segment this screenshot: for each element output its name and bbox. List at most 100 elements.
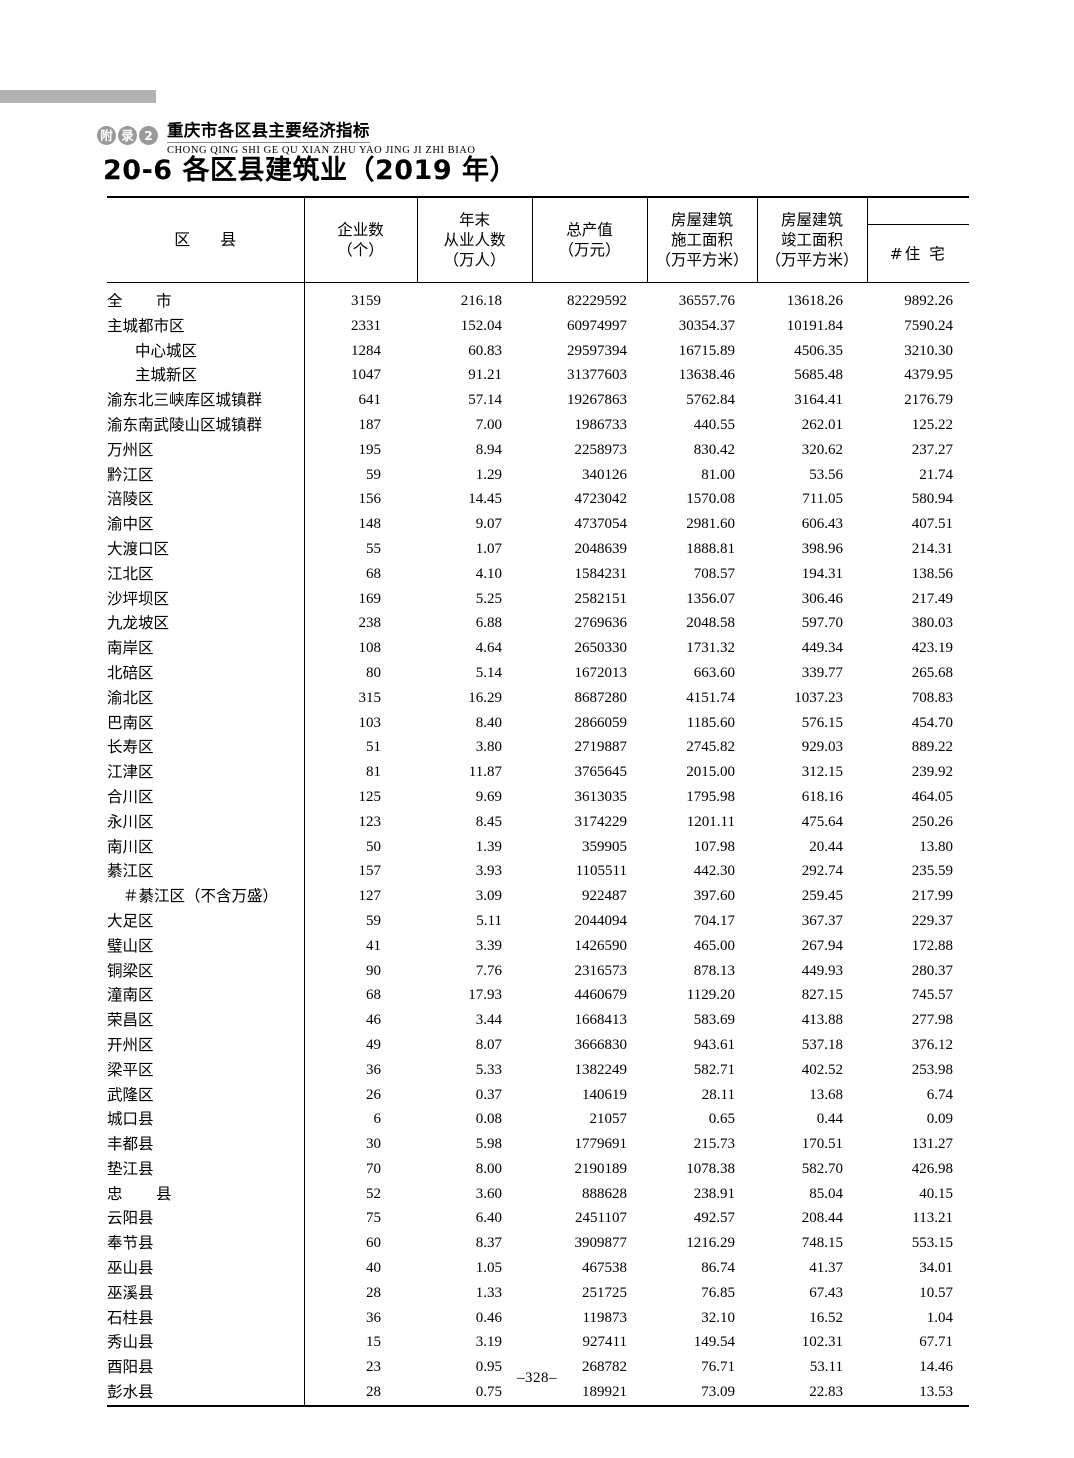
cell-employees: 4.10 [475,565,502,582]
page-number: –328– [517,1370,557,1386]
cell-output: 1382249 [574,1061,628,1078]
cell-construction-area: 2048.58 [686,615,735,632]
cell-residential: 235.59 [911,863,953,880]
cell-residential: 454.70 [911,714,953,731]
cell-completed-area: 320.62 [801,441,843,458]
table-row: 綦江区 157 3.93 1105511 442.30 292.74 235.59 [107,859,969,885]
cell-residential: 214.31 [911,540,953,557]
col-header-construction-line3: （万平方米） [655,251,749,269]
table-row: 璧山区 41 3.39 1426590 465.00 267.94 172.88 [107,933,969,959]
cell-completed-area: 402.52 [801,1061,843,1078]
cell-enterprises: 75 [366,1210,381,1227]
table-row: 沙坪坝区 169 5.25 2582151 1356.07 306.46 217.49 [107,586,969,612]
col-header-enterprises: 企业数 （个） [304,197,418,283]
table-row: 涪陵区 156 14.45 4723042 1570.08 711.05 580.94 [107,487,969,513]
header-grey-bar [0,90,156,103]
cell-employees: 8.40 [475,714,502,731]
cell-construction-area: 1731.32 [686,640,735,657]
table-row: 巴南区 103 8.40 2866059 1185.60 576.15 454.70 [107,710,969,736]
cell-district-name: 黔江区 [107,462,305,488]
table-row: 荣昌区 46 3.44 1668413 583.69 413.88 277.98 [107,1008,969,1033]
cell-construction-area: 1216.29 [686,1235,735,1252]
table-spacer-row [107,282,969,289]
cell-construction-area: 830.42 [693,441,735,458]
badge-char-1: 附 [97,126,116,145]
cell-residential: 13.80 [919,838,953,855]
table-row: 黔江区 59 1.29 340126 81.00 53.56 21.74 [107,462,969,488]
cell-construction-area: 215.73 [693,1136,735,1153]
cell-employees: 0.95 [475,1359,502,1376]
cell-construction-area: 1888.81 [686,540,735,557]
col-header-output-line2: （万元） [558,241,621,259]
cell-construction-area: 1201.11 [686,813,735,830]
cell-district-name: 江北区 [107,561,305,587]
cell-residential: 40.15 [919,1185,953,1202]
cell-completed-area: 5685.48 [794,367,843,384]
cell-enterprises: 238 [358,615,382,632]
cell-enterprises: 123 [358,813,382,830]
col-header-completed-line1: 房屋建筑 [780,211,843,229]
cell-construction-area: 1356.07 [686,590,735,607]
table-row: 云阳县 75 6.40 2451107 492.57 208.44 113.21 [107,1206,969,1232]
table-row: 南岸区 108 4.64 2650330 1731.32 449.34 423.19 [107,636,969,661]
cell-completed-area: 449.93 [801,962,843,979]
cell-completed-area: 85.04 [809,1185,843,1202]
cell-residential: 21.74 [919,466,953,483]
cell-output: 1584231 [574,565,628,582]
cell-output: 29597394 [567,342,627,359]
table-row: 石柱县 36 0.46 119873 32.10 16.52 1.04 [107,1305,969,1331]
cell-enterprises: 46 [366,1012,381,1029]
cell-residential: 253.98 [911,1061,953,1078]
cell-employees: 16.29 [468,689,502,706]
cell-employees: 60.83 [468,342,502,359]
cell-district-name: 大渡口区 [107,536,305,562]
badge-char-2: 录 [118,126,137,145]
cell-employees: 216.18 [460,293,502,309]
col-header-district: 区 县 [107,197,305,283]
cell-construction-area: 397.60 [693,888,735,905]
cell-district-name: 南岸区 [107,636,305,661]
table-row: 城口县 6 0.08 21057 0.65 0.44 0.09 [107,1107,969,1133]
cell-enterprises: 1284 [351,342,381,359]
appendix-badge: 附 录 2 [97,126,158,145]
cell-employees: 1.29 [475,466,502,483]
cell-district-name: 酉阳县 [107,1355,305,1381]
cell-construction-area: 442.30 [693,863,735,880]
cell-residential: 34.01 [919,1260,953,1277]
cell-enterprises: 81 [366,764,381,781]
cell-residential: 277.98 [911,1012,953,1029]
cell-enterprises: 125 [358,788,382,805]
cell-district-name: 巫山县 [107,1256,305,1281]
cell-employees: 1.39 [475,838,502,855]
cell-construction-area: 30354.37 [678,317,735,334]
cell-output: 3613035 [574,788,628,805]
cell-completed-area: 367.37 [801,912,843,929]
cell-output: 2866059 [574,714,628,731]
cell-output: 4723042 [574,491,628,508]
cell-employees: 9.07 [475,516,502,533]
cell-enterprises: 148 [358,516,382,533]
cell-employees: 4.64 [475,640,502,657]
cell-completed-area: 267.94 [801,937,843,954]
cell-output: 1672013 [574,664,628,681]
cell-residential: 14.46 [919,1359,953,1376]
cell-employees: 9.69 [475,788,502,805]
cell-employees: 1.07 [475,540,502,557]
cell-output: 3909877 [574,1235,628,1252]
cell-enterprises: 36 [366,1061,381,1078]
cell-residential: 426.98 [911,1160,953,1177]
cell-construction-area: 1185.60 [686,714,735,731]
cell-district-name: 潼南区 [107,983,305,1009]
cell-output: 467538 [582,1260,627,1277]
cell-enterprises: 30 [366,1136,381,1153]
cell-district-name: 渝东北三峡库区城镇群 [107,388,305,413]
cell-construction-area: 1795.98 [686,788,735,805]
cell-construction-area: 1078.38 [686,1160,735,1177]
cell-output: 60974997 [567,317,627,334]
cell-output: 2719887 [574,739,628,756]
cell-output: 2769636 [574,615,628,632]
cell-completed-area: 537.18 [801,1036,843,1053]
cell-construction-area: 0.65 [708,1111,735,1128]
table-row: 主城都市区 2331 152.04 60974997 30354.37 10191.84 7… [107,313,969,339]
cell-residential: 217.49 [911,590,953,607]
